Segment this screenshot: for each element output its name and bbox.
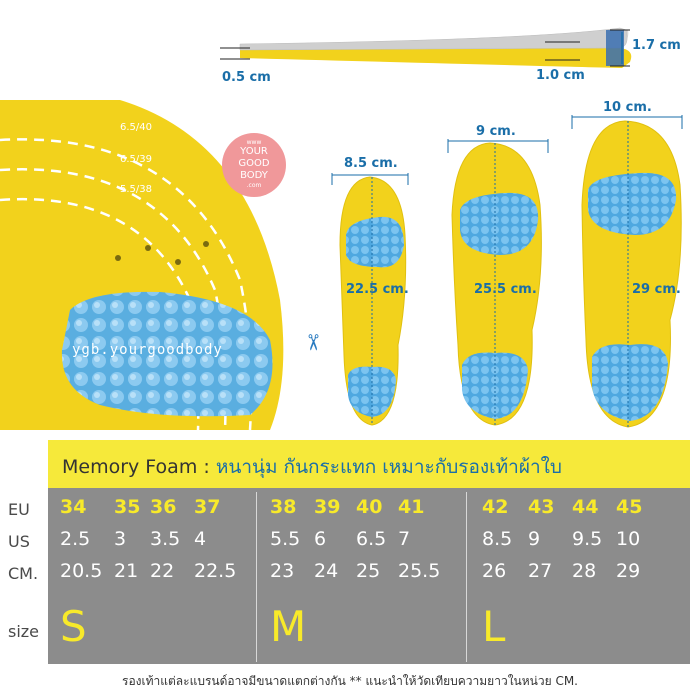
size-mark-3: 5.5/38: [120, 184, 152, 195]
insole-medium-length: 25.5 cm.: [474, 282, 537, 297]
cm-cell: 27: [528, 560, 553, 582]
insole-side-profile: [220, 27, 632, 68]
row-label-us: US: [8, 532, 30, 551]
thickness-label-thick: 1.7 cm: [632, 38, 681, 53]
brand-logo: www YOUR GOOD BODY .com: [222, 133, 286, 197]
header-title: Memory Foam: [62, 456, 198, 478]
us-cell: 6: [314, 528, 327, 550]
cm-cell: 29: [616, 560, 641, 582]
cm-cell: 26: [482, 560, 507, 582]
header-separator: :: [197, 456, 216, 478]
insole-small-width: 8.5 cm.: [344, 156, 398, 171]
group-divider: [466, 492, 467, 662]
eu-cell: 38: [270, 496, 297, 518]
eu-cell: 40: [356, 496, 383, 518]
insole-closeup: 6.5/40 6.5/39 5.5/38: [0, 100, 284, 430]
eu-cell: 43: [528, 496, 555, 518]
insole-large-length: 29 cm.: [632, 282, 681, 297]
us-cell: 4: [194, 528, 207, 550]
us-cell: 9: [528, 528, 541, 550]
group-divider: [256, 492, 257, 662]
us-cell: 9.5: [572, 528, 603, 550]
insole-large: [571, 115, 683, 428]
row-label-size: size: [8, 622, 40, 641]
us-cell: 6.5: [356, 528, 387, 550]
us-cell: 10: [616, 528, 641, 550]
cm-cell: 20.5: [60, 560, 103, 582]
insole-small-length: 22.5 cm.: [346, 282, 409, 297]
eu-cell: 44: [572, 496, 599, 518]
footnote: รองเท้าแต่ละแบรนด์อาจมีขนาดแตกต่างกัน **…: [122, 674, 578, 688]
header-description: หนานุ่ม กันกระแทก เหมาะกับรองเท้าผ้าใบ: [215, 456, 562, 478]
cm-cell: 24: [314, 560, 339, 582]
us-cell: 3.5: [150, 528, 181, 550]
thickness-label-thin: 0.5 cm: [222, 70, 271, 85]
us-cell: 3: [114, 528, 127, 550]
row-label-eu: EU: [8, 500, 30, 519]
row-label-cm: CM.: [8, 564, 39, 583]
insole-size-diagrams: [331, 115, 683, 428]
eu-cell: 36: [150, 496, 177, 518]
logo-line-3: BODY: [240, 170, 268, 181]
cm-cell: 22.5: [194, 560, 237, 582]
size-letter: S: [60, 602, 87, 651]
insole-large-width: 10 cm.: [603, 100, 652, 115]
eu-cell: 45: [616, 496, 643, 518]
us-cell: 2.5: [60, 528, 91, 550]
us-cell: 7: [398, 528, 411, 550]
insole-medium: [447, 139, 549, 426]
us-cell: 5.5: [270, 528, 301, 550]
cm-cell: 23: [270, 560, 295, 582]
logo-small-top: www: [246, 139, 262, 146]
logo-line-2: GOOD: [238, 158, 270, 169]
eu-cell: 37: [194, 496, 221, 518]
table-header: Memory Foam : หนานุ่ม กันกระแทก เหมาะกับ…: [48, 440, 690, 488]
size-mark-2: 6.5/39: [120, 154, 152, 165]
watermark-text: ygb.yourgoodbody: [72, 342, 223, 358]
cm-cell: 21: [114, 560, 139, 582]
insole-small: [331, 173, 409, 426]
logo-line-1: YOUR: [240, 146, 268, 157]
eu-cell: 39: [314, 496, 341, 518]
size-letter: L: [482, 602, 506, 651]
thickness-label-mid: 1.0 cm: [536, 68, 585, 83]
size-letter: M: [270, 602, 307, 651]
eu-cell: 42: [482, 496, 509, 518]
cm-cell: 22: [150, 560, 175, 582]
cm-cell: 28: [572, 560, 597, 582]
cm-cell: 25: [356, 560, 381, 582]
us-cell: 8.5: [482, 528, 513, 550]
logo-small-bottom: .com: [246, 182, 262, 189]
insole-medium-width: 9 cm.: [476, 124, 516, 139]
size-mark-1: 6.5/40: [120, 122, 152, 133]
eu-cell: 35: [114, 496, 141, 518]
eu-cell: 34: [60, 496, 87, 518]
cm-cell: 25.5: [398, 560, 441, 582]
eu-cell: 41: [398, 496, 425, 518]
